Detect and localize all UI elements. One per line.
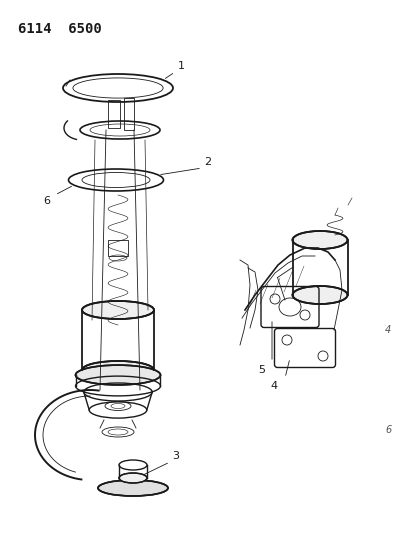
Ellipse shape [82, 301, 154, 319]
Ellipse shape [293, 231, 348, 249]
Text: 6: 6 [385, 425, 391, 435]
Text: 4: 4 [385, 325, 391, 335]
Ellipse shape [82, 361, 154, 379]
Text: 6114  6500: 6114 6500 [18, 22, 102, 36]
Text: 1: 1 [178, 61, 185, 71]
Ellipse shape [119, 473, 147, 483]
Text: 6: 6 [43, 196, 50, 206]
Text: 5: 5 [258, 365, 265, 375]
Text: 3: 3 [172, 451, 179, 461]
Text: 4: 4 [271, 381, 278, 391]
Ellipse shape [98, 480, 168, 496]
Ellipse shape [293, 286, 348, 304]
Text: 2: 2 [204, 157, 211, 167]
Ellipse shape [75, 365, 160, 385]
